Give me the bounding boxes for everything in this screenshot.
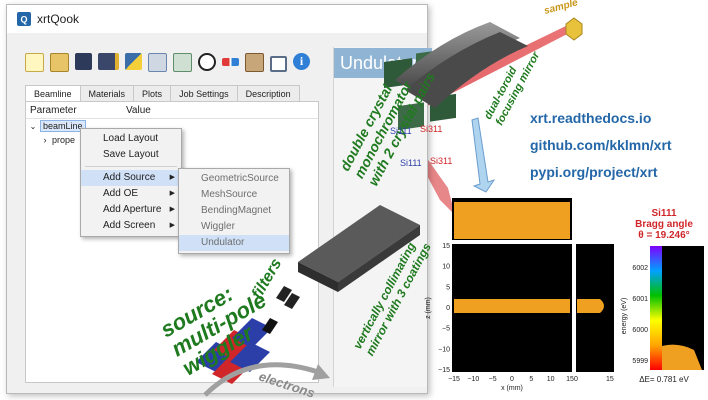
x-tick-label: 15 [566,376,574,383]
window-title: xrtQook [37,12,80,26]
x-axis-label: x (mm) [501,385,523,392]
menu-item-add-screen[interactable]: Add Screen ▶ [81,218,181,234]
menu-item-load-layout[interactable]: Load Layout [103,133,159,144]
beam-profile-plot: −15 −10 −5 0 5 10 15 −15 −10 −5 0 5 10 15 0 15 x (mm… [425,198,614,392]
x-tick-label: −10 [467,376,479,383]
source-submenu: GeometricSource MeshSource BendingMagnet… [178,168,290,254]
y-tick-label: 5 [446,284,450,291]
submenu-item-bending-magnet[interactable]: BendingMagnet [201,205,272,216]
wiggler-magnets [196,318,272,384]
save-as-icon[interactable] [98,53,119,70]
y-tick-label: −15 [438,367,450,374]
y-tick-label: −5 [442,326,450,333]
link-docs[interactable]: xrt.readthedocs.io [530,110,652,126]
down-arrow [471,117,496,193]
top-histogram-bar [454,202,570,239]
info-icon[interactable]: i [293,53,310,70]
svg-text:Q: Q [20,15,27,25]
energy-tick-label: 5999 [632,358,648,365]
tab-description[interactable]: Description [236,85,300,102]
y-axis-label: z (mm) [425,297,432,319]
python-icon[interactable] [125,53,142,70]
home-icon[interactable] [270,56,287,72]
glasses-icon[interactable] [222,58,239,66]
x-tick-label: 10 [547,376,555,383]
menu-item-add-source[interactable]: Add Source ▶ [81,170,181,186]
open-icon[interactable] [50,53,69,72]
energy-tick-label: 6000 [632,327,648,334]
save-icon[interactable] [75,53,92,70]
context-menu: Load Layout Save Layout Add Source ▶ Add … [80,128,182,237]
submenu-arrow-icon: ▶ [169,206,175,213]
title-bar: Q xrtQook [7,5,427,33]
toolbar: i [25,53,310,72]
x-tick-label: −5 [489,376,497,383]
energy-title-theta: θ = 19.246° [638,230,689,241]
menu-item-save-layout[interactable]: Save Layout [103,149,159,160]
import-icon[interactable] [173,53,192,72]
y-tick-label: 0 [446,305,450,312]
new-icon[interactable] [25,53,44,72]
submenu-item-mesh-source[interactable]: MeshSource [201,189,258,200]
submenu-item-geometric-source[interactable]: GeometricSource [201,173,279,184]
menu-item-add-oe[interactable]: Add OE ▶ [81,186,181,202]
app-logo-icon: Q [17,12,31,26]
gpu-icon[interactable] [245,53,264,72]
energy-gradient [650,246,662,370]
side-tick-15: 15 [606,376,614,383]
energy-delta: ΔE= 0.781 eV [639,375,689,384]
energy-title-bragg: Bragg angle [635,219,693,230]
app-window: Q xrtQook i Beamline Materials Plots Job… [6,4,428,394]
submenu-arrow-icon: ▶ [169,190,175,197]
side-tick-0: 0 [574,376,578,383]
chevron-down-icon[interactable]: ⌄ [29,121,37,131]
menu-separator [85,166,177,167]
crystal-label-2: Si311 [420,124,442,134]
y-tick-label: 10 [442,264,450,271]
crystal-label-3: Si111 [400,158,422,168]
tree-row-properties[interactable]: › prope [26,133,318,147]
y-tick-label: 15 [442,243,450,250]
export-icon[interactable] [148,53,167,72]
energy-title-crystal: Si111 [651,208,676,219]
x-tick-label: −15 [448,376,460,383]
crystal-label-4: Si311 [430,156,452,166]
main-2d-beam [454,299,570,313]
energy-histogram-profile [662,344,702,370]
tree-row-beamline[interactable]: ⌄ beamLine [26,119,318,133]
label-electrons: electrons [257,369,317,400]
link-github[interactable]: github.com/kklmn/xrt [530,137,672,153]
label-sample: sample [543,0,580,17]
filters [262,286,300,334]
sample-cube [565,17,583,41]
crystal-label-1: Si111 [390,126,412,136]
run-icon[interactable] [198,53,216,71]
tab-bar: Beamline Materials Plots Job Settings De… [25,85,300,102]
column-parameter: Parameter [30,104,77,116]
submenu-item-wiggler[interactable]: Wiggler [201,221,235,232]
submenu-arrow-icon: ▶ [169,174,175,181]
tree-item-beamline[interactable]: beamLine [40,120,86,132]
submenu-item-undulator[interactable]: Undulator [179,235,289,251]
energy-tick-label: 6001 [632,296,648,303]
tree-header: Parameter Value [26,102,318,119]
side-histogram-profile [577,299,604,313]
column-value: Value [126,104,151,116]
toroid-mirror [395,22,528,108]
y-tick-label: −10 [438,346,450,353]
link-pypi[interactable]: pypi.org/project/xrt [530,164,658,180]
energy-axis-label: energy (eV) [621,298,628,335]
x-tick-label: 5 [529,376,533,383]
electrons-arrow [203,362,319,397]
energy-colorbar: Si111 Bragg angle θ = 19.246° 6002 6001 60… [621,208,704,384]
electrons-arrowhead [312,364,330,380]
x-tick-label: 0 [510,376,514,383]
chevron-right-icon[interactable]: › [43,135,47,145]
tree-item-properties[interactable]: prope [52,135,76,145]
submenu-arrow-icon: ▶ [169,222,175,229]
collimating-mirror [298,205,420,292]
energy-tick-label: 6002 [632,265,648,272]
menu-item-add-aperture[interactable]: Add Aperture ▶ [81,202,181,218]
